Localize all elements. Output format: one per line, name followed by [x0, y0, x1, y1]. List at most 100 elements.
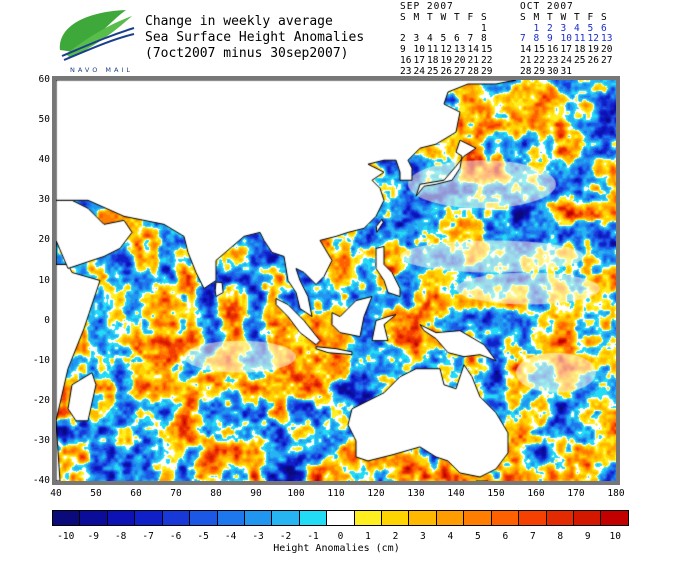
calendar-day: 12	[440, 44, 452, 56]
calendar-day: 20	[601, 44, 613, 56]
calendar-day: 7	[467, 33, 474, 45]
calendar-day: 5	[440, 33, 447, 45]
colorbar-tick-label: -2	[279, 531, 292, 542]
calendar-day: 26	[440, 65, 452, 77]
calendar-weekday: T	[574, 11, 580, 23]
calendar-day: 1	[533, 22, 540, 34]
colorbar-swatch	[190, 511, 218, 525]
calendar-day: 11	[574, 33, 586, 45]
logo-text: NAVO MAIL	[70, 66, 133, 74]
colorbar-swatch	[299, 511, 328, 525]
colorbar-swatch	[80, 511, 108, 525]
calendar-day: 17	[413, 54, 425, 66]
longitude-tick-label: 160	[527, 488, 545, 499]
colorbar-tick-label: -5	[197, 531, 209, 542]
calendar-weekday: F	[587, 11, 594, 23]
calendar-day: 15	[481, 44, 493, 56]
colorbar-swatch	[519, 511, 547, 525]
longitude-tick-label: 80	[210, 488, 222, 499]
calendar-day: 9	[400, 44, 406, 56]
calendar-day: 8	[481, 33, 487, 45]
title-line-3: (7oct2007 minus 30sep2007)	[145, 46, 349, 61]
calendar-weekday: T	[427, 11, 433, 23]
colorbar-tick-label: -8	[114, 531, 127, 542]
calendar-day: 10	[413, 44, 425, 56]
calendar-day: 30	[547, 65, 559, 77]
colorbar-swatch	[601, 511, 628, 525]
latitude-tick-label: -30	[32, 434, 50, 446]
calendar-day: 13	[601, 33, 613, 45]
longitude-tick-label: 40	[50, 488, 62, 499]
calendar-month-label: OCT 2007	[520, 1, 574, 12]
calendar-day: 29	[533, 65, 545, 77]
calendar-day: 27	[454, 65, 466, 77]
calendar-day: 26	[587, 54, 599, 66]
calendar-day: 23	[547, 54, 559, 66]
colorbar-tick-label: 2	[392, 531, 399, 542]
latitude-tick-label: 30	[38, 194, 50, 206]
ssh-anomaly-map	[56, 80, 616, 481]
calendar-day: 17	[560, 44, 572, 56]
colorbar-swatch	[272, 511, 300, 525]
colorbar-tick-label: 6	[502, 531, 509, 542]
calendar-day: 24	[413, 65, 425, 77]
latitude-tick-label: 40	[38, 154, 50, 166]
title-line-1: Change in weekly average	[145, 14, 333, 29]
calendar-weekday: S	[481, 11, 487, 23]
calendar-day: 2	[547, 22, 553, 34]
colorbar-swatch	[162, 511, 191, 525]
calendar-day: 22	[481, 54, 493, 66]
calendar-day: 28	[467, 65, 479, 77]
calendar-weekday: W	[560, 11, 567, 23]
latitude-tick-label: -40	[32, 475, 50, 486]
calendar-day: 19	[440, 54, 452, 66]
latitude-tick-label: 10	[38, 274, 50, 286]
calendar-weekday: S	[520, 11, 526, 23]
calendar-day: 29	[481, 65, 493, 77]
calendar-day: 14	[520, 44, 532, 56]
calendar-day: 8	[533, 33, 540, 45]
colorbar-tick-label: 5	[475, 531, 481, 542]
colorbar-tick-label: 7	[529, 531, 536, 542]
longitude-tick-label: 110	[327, 488, 345, 499]
colorbar-swatch	[327, 511, 355, 525]
colorbar-tick-label: 9	[584, 531, 591, 542]
longitude-tick-label: 150	[487, 488, 505, 499]
calendar-day: 21	[467, 54, 479, 66]
colorbar-swatch	[574, 511, 602, 525]
map-frame	[52, 76, 620, 485]
colorbar-swatch	[382, 511, 410, 525]
colorbar-swatch	[53, 511, 81, 525]
colorbar-swatch	[436, 511, 465, 525]
colorbar-tick-label: 0	[337, 531, 344, 542]
calendar-day: 1	[481, 22, 487, 34]
colorbar-swatch	[107, 511, 136, 525]
colorbar-tick-label: 8	[557, 531, 564, 542]
colorbar	[52, 510, 629, 526]
calendar-day: 9	[547, 33, 553, 45]
latitude-tick-label: 20	[38, 234, 50, 246]
colorbar-tick-label: -6	[169, 531, 182, 542]
colorbar-swatch	[409, 511, 437, 525]
colorbar-swatch	[464, 511, 492, 525]
calendar-weekday: S	[601, 11, 607, 23]
latitude-tick-label: -20	[32, 394, 50, 406]
longitude-tick-label: 180	[607, 488, 625, 499]
colorbar-swatch	[217, 511, 245, 525]
calendar-day: 11	[427, 44, 439, 56]
colorbar-unit-label: Height Anomalies (cm)	[273, 543, 400, 554]
colorbar-swatch	[244, 511, 273, 525]
calendar-day: 5	[587, 22, 594, 34]
colorbar-swatch	[491, 511, 520, 525]
colorbar-tick-label: 3	[420, 531, 426, 542]
longitude-tick-label: 60	[130, 488, 142, 499]
longitude-tick-label: 100	[287, 488, 305, 499]
calendar-day: 6	[601, 22, 607, 34]
calendar-day: 4	[574, 22, 580, 34]
anomaly-field	[56, 80, 616, 481]
calendar-day: 24	[560, 54, 572, 66]
calendar-day: 2	[400, 33, 406, 45]
calendar-weekday: F	[467, 11, 474, 23]
longitude-tick-label: 70	[170, 488, 182, 499]
calendar-day: 3	[560, 22, 567, 34]
